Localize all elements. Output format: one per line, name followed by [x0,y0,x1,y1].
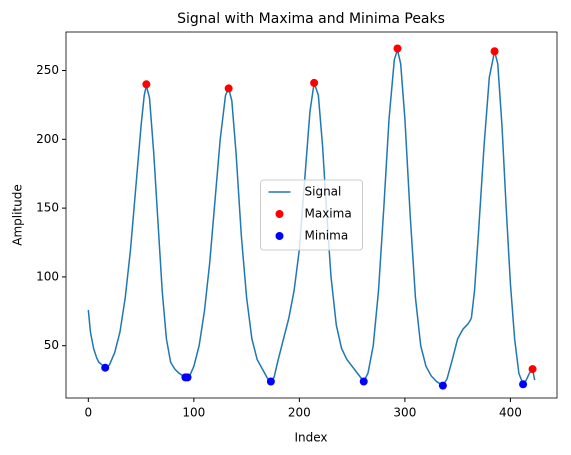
y-axis-label: Amplitude [11,184,25,246]
legend-label: Minima [305,229,349,243]
x-axis-label: Index [294,431,327,445]
point [266,377,275,386]
point [490,47,499,56]
point [142,80,151,89]
point [310,78,319,87]
point [519,380,528,389]
y-tick-label: 250 [36,63,59,77]
legend-label: Signal [305,185,342,199]
point [101,363,110,372]
point [224,84,233,93]
chart-title: Signal with Maxima and Minima Peaks [177,11,445,27]
y-tick-label: 200 [36,132,59,146]
y-tick-label: 150 [36,201,59,215]
x-tick-label: 100 [182,406,205,420]
legend-box [260,179,363,251]
x-tick-label: 200 [288,406,311,420]
point [528,365,537,374]
legend-marker [275,210,284,218]
x-tick-label: 400 [499,406,522,420]
legend-label: Maxima [305,207,352,221]
point [359,377,368,386]
x-tick-label: 300 [393,406,416,420]
point [393,44,402,53]
axes-frame [65,31,558,399]
point [183,373,192,382]
y-tick-label: 100 [36,269,59,283]
x-tick-label: 0 [84,406,92,420]
legend-marker [275,232,284,240]
y-tick-label: 50 [44,338,59,352]
point [438,381,447,390]
